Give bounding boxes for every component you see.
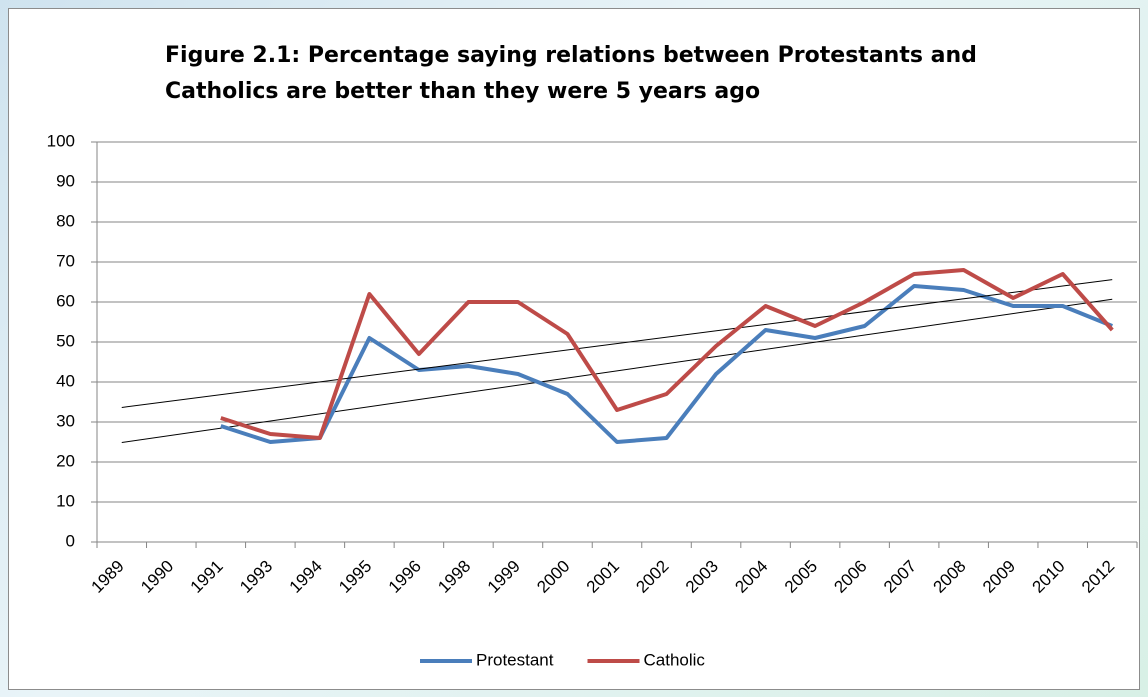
x-tick-label: 1989: [88, 557, 128, 597]
x-tick-label: 2007: [880, 557, 920, 597]
x-tick-label: 1996: [385, 557, 425, 597]
x-tick-label: 1990: [137, 557, 177, 597]
x-tick-label: 1998: [434, 557, 474, 597]
x-tick-label: 2003: [682, 557, 722, 597]
y-tick-label: 20: [56, 451, 75, 470]
x-tick-label: 2000: [533, 557, 573, 597]
x-tick-label: 2012: [1078, 557, 1118, 597]
legend-label: Catholic: [644, 650, 706, 669]
y-tick-label: 40: [56, 371, 75, 390]
x-tick-label: 2009: [979, 557, 1019, 597]
x-tick-label: 2006: [830, 557, 870, 597]
trend-line: [121, 298, 1113, 443]
data-line: [220, 268, 1114, 440]
y-tick-label: 100: [47, 131, 75, 150]
y-tick-label: 0: [66, 531, 75, 550]
y-tick-label: 70: [56, 251, 75, 270]
x-tick-label: 2002: [632, 557, 672, 597]
y-tick-label: 60: [56, 291, 75, 310]
x-tick-label: 1993: [236, 557, 276, 597]
x-tick-label: 1994: [286, 557, 326, 597]
y-tick-label: 30: [56, 411, 75, 430]
x-tick-label: 1991: [187, 557, 227, 597]
x-tick-label: 2010: [1029, 557, 1069, 597]
legend-label: Protestant: [476, 650, 554, 669]
x-tick-label: 2001: [583, 557, 623, 597]
trend-line: [121, 279, 1113, 408]
y-tick-label: 50: [56, 331, 75, 350]
x-tick-label: 2004: [731, 557, 771, 597]
chart-title: Figure 2.1: Percentage saying relations …: [165, 43, 977, 104]
x-tick-label: 2005: [781, 557, 821, 597]
y-tick-label: 80: [56, 211, 75, 230]
data-line: [220, 284, 1113, 444]
x-tick-label: 1995: [335, 557, 375, 597]
x-tick-label: 1999: [484, 557, 524, 597]
x-tick-label: 2008: [929, 557, 969, 597]
y-tick-label: 10: [56, 491, 75, 510]
y-tick-label: 90: [56, 171, 75, 190]
